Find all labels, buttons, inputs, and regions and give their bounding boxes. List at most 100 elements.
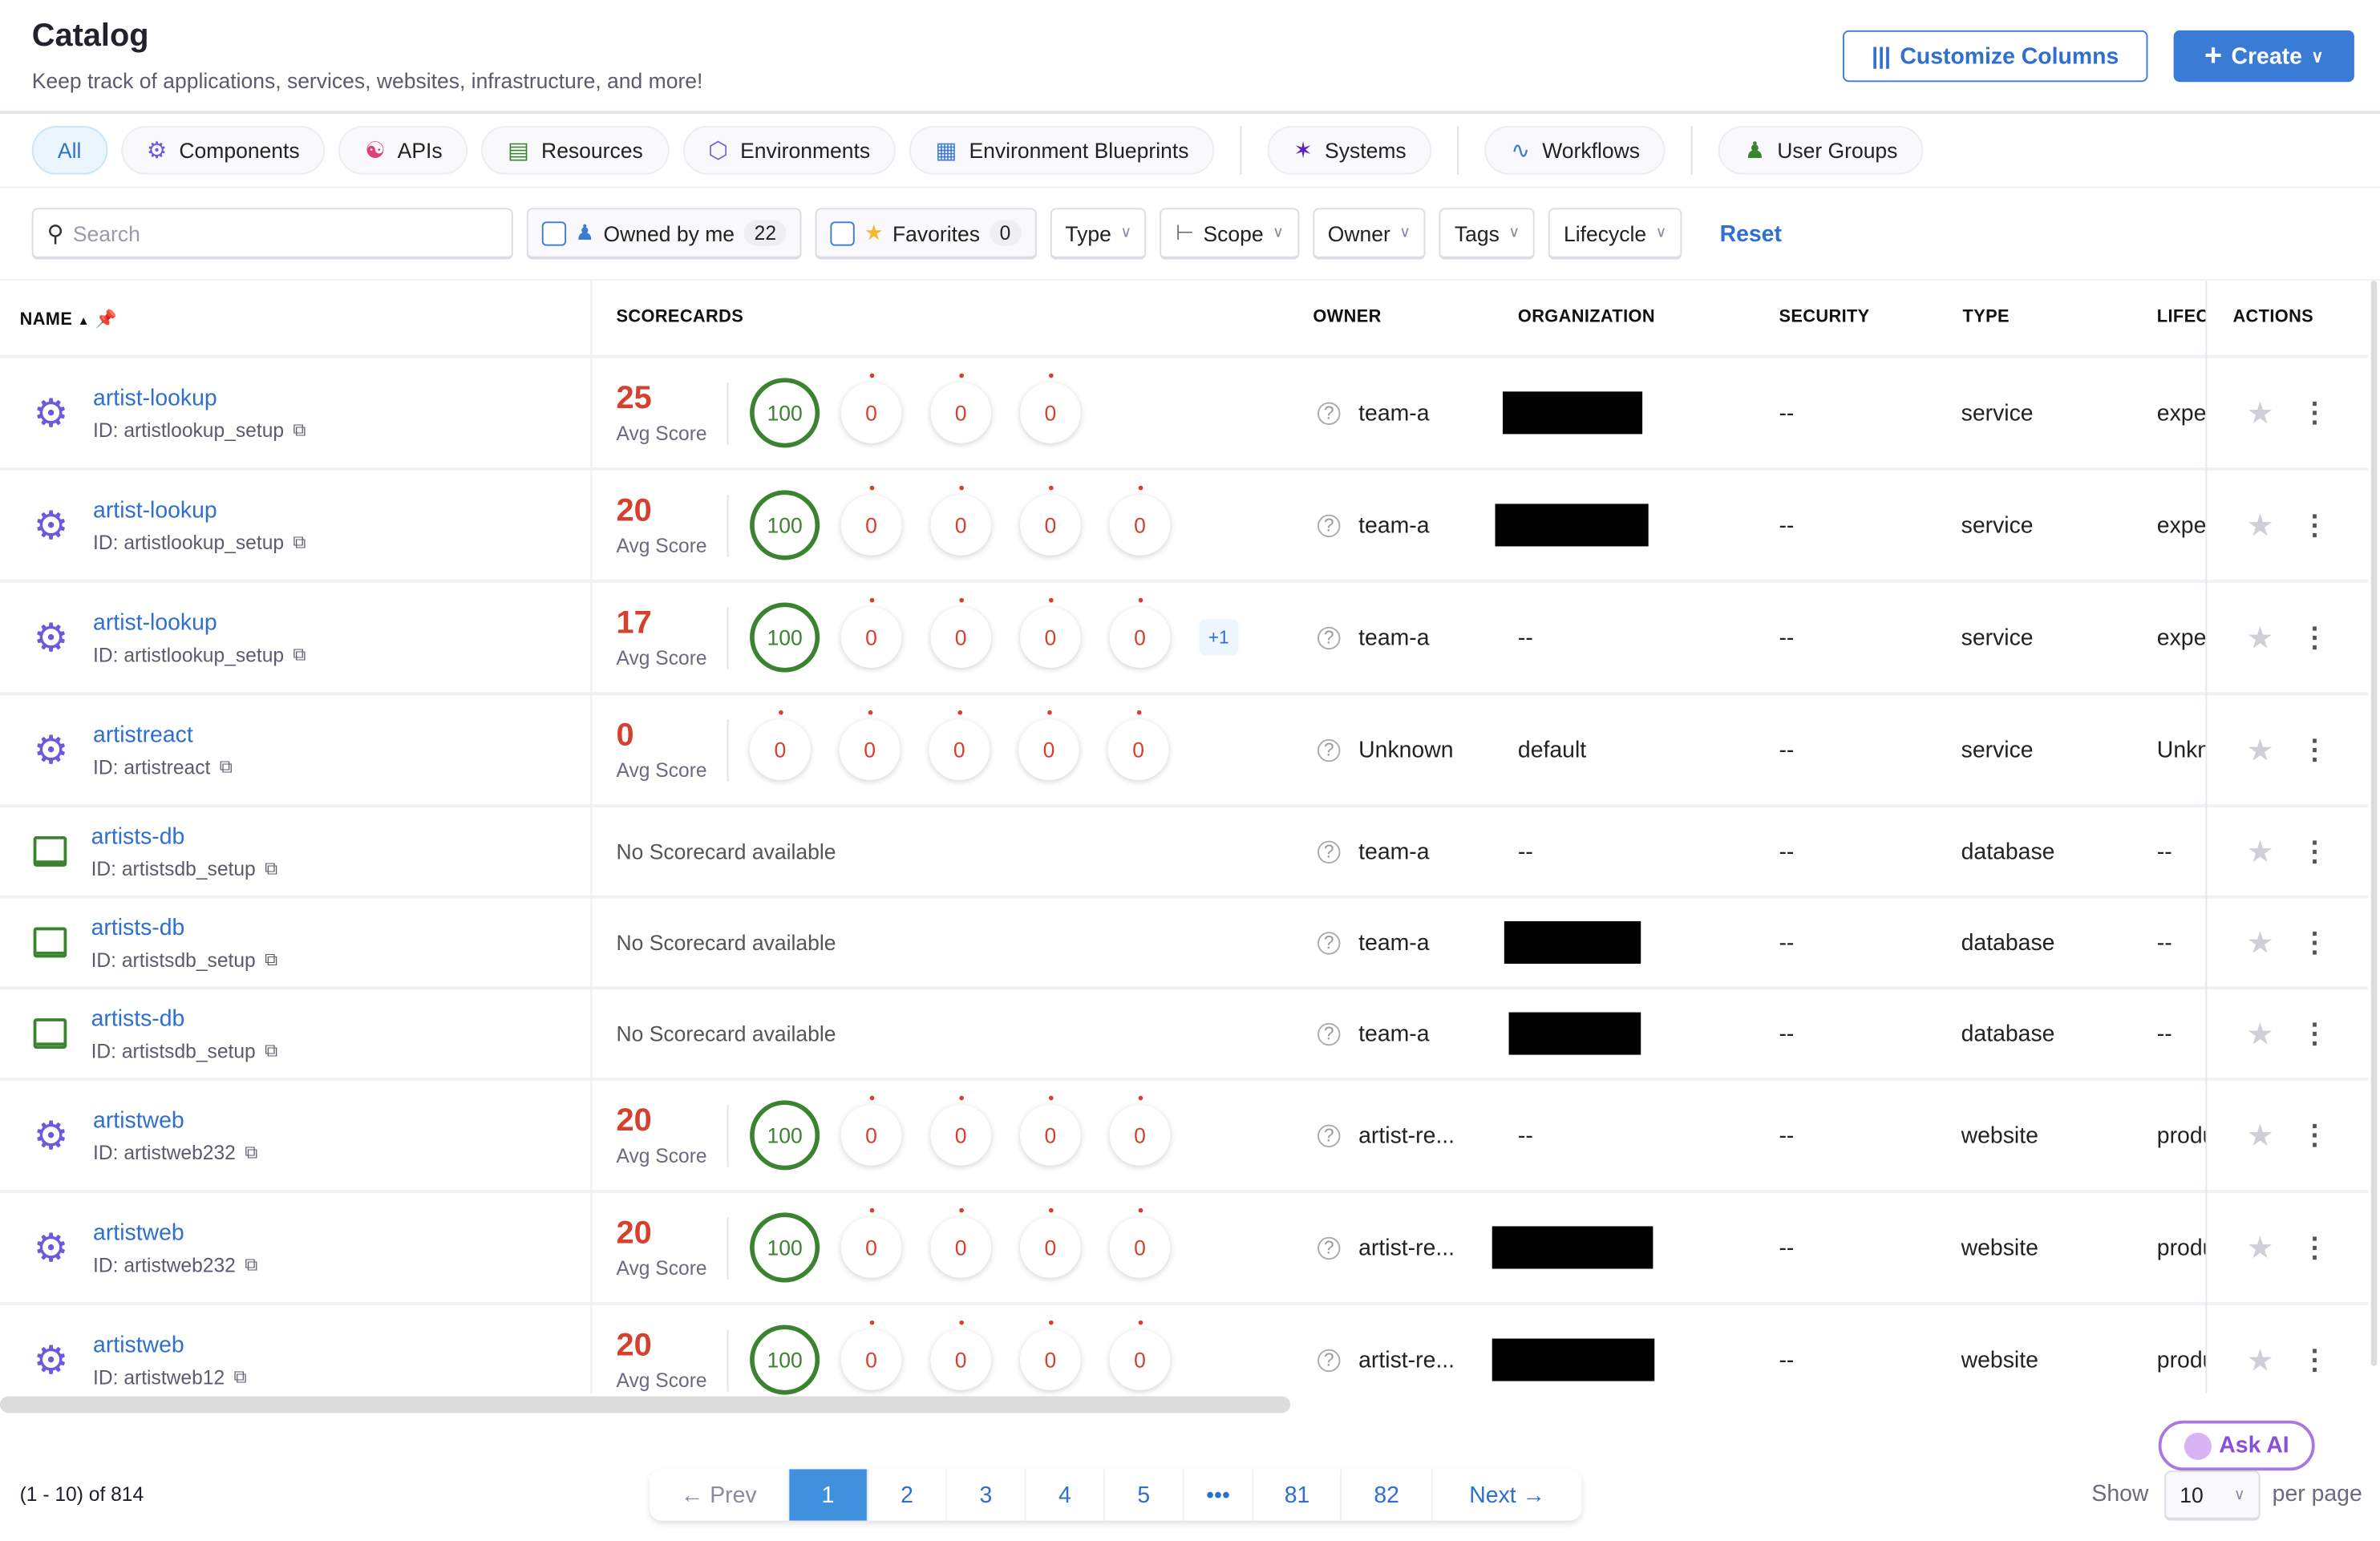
scorecard-score[interactable]: 0: [840, 1095, 902, 1166]
favorite-star-icon[interactable]: ★: [2246, 1119, 2274, 1153]
scorecard-score[interactable]: 0: [1020, 1320, 1081, 1390]
page-button[interactable]: 5: [1105, 1469, 1184, 1521]
favorite-star-icon[interactable]: ★: [2246, 396, 2274, 431]
scorecard-score[interactable]: 100: [750, 490, 820, 560]
lifecycle-filter[interactable]: Lifecycle ∨: [1548, 208, 1682, 260]
scorecard-score[interactable]: 0: [930, 1095, 992, 1166]
favorite-star-icon[interactable]: ★: [2246, 509, 2274, 543]
scorecard-score[interactable]: 0: [1109, 597, 1171, 668]
per-page-select[interactable]: 10 ∨: [2164, 1470, 2261, 1521]
scorecard-score[interactable]: 0: [930, 1320, 992, 1390]
scorecard-score[interactable]: 0: [1020, 597, 1081, 668]
more-actions-icon[interactable]: ⋮: [2301, 396, 2329, 427]
column-header-security[interactable]: SECURITY: [1779, 308, 1870, 326]
entity-name-link[interactable]: artists-db: [91, 823, 185, 850]
owner-value[interactable]: team-a: [1358, 929, 1430, 956]
copy-icon[interactable]: ⧉: [265, 948, 278, 969]
copy-icon[interactable]: ⧉: [219, 754, 233, 777]
entity-name-link[interactable]: artistweb: [93, 1219, 184, 1246]
scorecard-score[interactable]: 0: [930, 485, 992, 556]
scorecard-score[interactable]: 0: [750, 710, 811, 780]
table-row[interactable]: ⚙ artistweb ID: artistweb232 ⧉ 20 Avg Score 1…: [0, 1077, 2368, 1190]
owner-value[interactable]: Unknown: [1358, 737, 1454, 763]
scorecard-score[interactable]: 0: [930, 373, 992, 443]
checkbox[interactable]: [831, 220, 856, 245]
owned-by-me-filter[interactable]: ♟ Owned by me 22: [526, 208, 803, 260]
column-header-type[interactable]: TYPE: [1962, 308, 2010, 326]
favorite-star-icon[interactable]: ★: [2246, 1344, 2274, 1377]
tab-all[interactable]: All: [31, 126, 107, 175]
entity-name-link[interactable]: artistreact: [93, 722, 193, 748]
copy-icon[interactable]: ⧉: [245, 1140, 258, 1163]
copy-icon[interactable]: ⧉: [233, 1365, 247, 1387]
column-header-name[interactable]: NAME ▲ 📌: [20, 308, 117, 330]
scorecard-score[interactable]: 0: [840, 485, 902, 556]
scorecard-score[interactable]: 0: [840, 1207, 902, 1278]
more-actions-icon[interactable]: ⋮: [2301, 1017, 2329, 1049]
tab-components[interactable]: ⚙ Components: [120, 126, 326, 175]
page-button[interactable]: 4: [1026, 1469, 1106, 1521]
favorite-star-icon[interactable]: ★: [2246, 734, 2274, 767]
pin-icon[interactable]: 📌: [95, 311, 118, 330]
owner-filter[interactable]: Owner ∨: [1312, 208, 1426, 260]
copy-icon[interactable]: ⧉: [293, 642, 306, 665]
scorecard-score[interactable]: 100: [750, 1212, 820, 1283]
scorecard-score[interactable]: 0: [1107, 710, 1169, 780]
scorecard-score[interactable]: 100: [750, 602, 820, 673]
owner-value[interactable]: team-a: [1358, 624, 1430, 651]
favorite-star-icon[interactable]: ★: [2246, 1232, 2274, 1265]
favorite-star-icon[interactable]: ★: [2246, 1017, 2274, 1051]
page-button[interactable]: 1: [789, 1469, 868, 1521]
page-button[interactable]: 2: [868, 1469, 948, 1521]
more-actions-icon[interactable]: ⋮: [2301, 1119, 2329, 1150]
owner-value[interactable]: team-a: [1358, 512, 1430, 539]
table-row[interactable]: artists-db ID: artistsdb_setup ⧉ No Scorec…: [0, 895, 2368, 987]
scorecard-score[interactable]: 0: [1020, 485, 1081, 556]
scorecard-score[interactable]: 0: [1109, 485, 1171, 556]
owner-value[interactable]: artist-re...: [1358, 1122, 1455, 1148]
reset-button[interactable]: Reset: [1719, 220, 1782, 247]
more-scorecards-badge[interactable]: +1: [1199, 619, 1239, 656]
more-actions-icon[interactable]: ⋮: [2301, 621, 2329, 653]
prev-page-button[interactable]: ← Prev: [650, 1469, 790, 1521]
table-row[interactable]: ⚙ artistweb ID: artistweb232 ⧉ 20 Avg Score 1…: [0, 1190, 2368, 1302]
scorecard-score[interactable]: 0: [1018, 710, 1079, 780]
favorites-filter[interactable]: ★ Favorites 0: [816, 208, 1037, 260]
table-row[interactable]: ⚙ artistweb ID: artistweb12 ⧉ 20 Avg Score 10…: [0, 1302, 2368, 1414]
scorecard-score[interactable]: 0: [1109, 1095, 1171, 1166]
more-actions-icon[interactable]: ⋮: [2301, 1232, 2329, 1262]
table-row[interactable]: ⚙ artist-lookup ID: artistlookup_setup ⧉ 25…: [0, 354, 2368, 467]
tab-user-groups[interactable]: ♟ User Groups: [1718, 126, 1924, 175]
scorecard-score[interactable]: 100: [750, 1325, 820, 1395]
page-button[interactable]: 82: [1342, 1469, 1433, 1521]
tab-workflows[interactable]: ∿ Workflows: [1485, 126, 1666, 175]
scorecard-score[interactable]: 0: [1020, 1207, 1081, 1278]
scorecard-score[interactable]: 0: [930, 597, 992, 668]
table-row[interactable]: artists-db ID: artistsdb_setup ⧉ No Scorec…: [0, 804, 2368, 896]
owner-value[interactable]: artist-re...: [1358, 1346, 1455, 1373]
scorecard-score[interactable]: 0: [1109, 1320, 1171, 1390]
type-filter[interactable]: Type ∨: [1050, 208, 1148, 260]
table-row[interactable]: artists-db ID: artistsdb_setup ⧉ No Scorec…: [0, 986, 2368, 1078]
owner-value[interactable]: team-a: [1358, 838, 1430, 865]
more-actions-icon[interactable]: ⋮: [2301, 509, 2329, 540]
scorecard-score[interactable]: 0: [929, 710, 990, 780]
tags-filter[interactable]: Tags ∨: [1439, 208, 1536, 260]
column-header-lifecycle[interactable]: LIFECYCLE: [2156, 308, 2206, 326]
owner-value[interactable]: team-a: [1358, 399, 1430, 426]
entity-name-link[interactable]: artistweb: [93, 1332, 184, 1358]
entity-name-link[interactable]: artists-db: [91, 914, 185, 940]
column-header-scorecards[interactable]: SCORECARDS: [616, 308, 744, 326]
scope-filter[interactable]: ⊢ Scope ∨: [1160, 208, 1299, 260]
scorecard-score[interactable]: 0: [840, 373, 902, 443]
scorecard-score[interactable]: 100: [750, 1100, 820, 1171]
customize-columns-button[interactable]: ||| Customize Columns: [1842, 30, 2148, 83]
table-row[interactable]: ⚙ artistreact ID: artistreact ⧉ 0 Avg Score 0…: [0, 692, 2368, 804]
vertical-scrollbar[interactable]: [2370, 281, 2378, 1366]
more-actions-icon[interactable]: ⋮: [2301, 734, 2329, 765]
next-page-button[interactable]: Next →: [1433, 1469, 1582, 1520]
table-row[interactable]: ⚙ artist-lookup ID: artistlookup_setup ⧉ 20…: [0, 467, 2368, 580]
more-actions-icon[interactable]: ⋮: [2301, 835, 2329, 866]
scorecard-score[interactable]: 0: [840, 1320, 902, 1390]
scorecard-score[interactable]: 0: [1109, 1207, 1171, 1278]
